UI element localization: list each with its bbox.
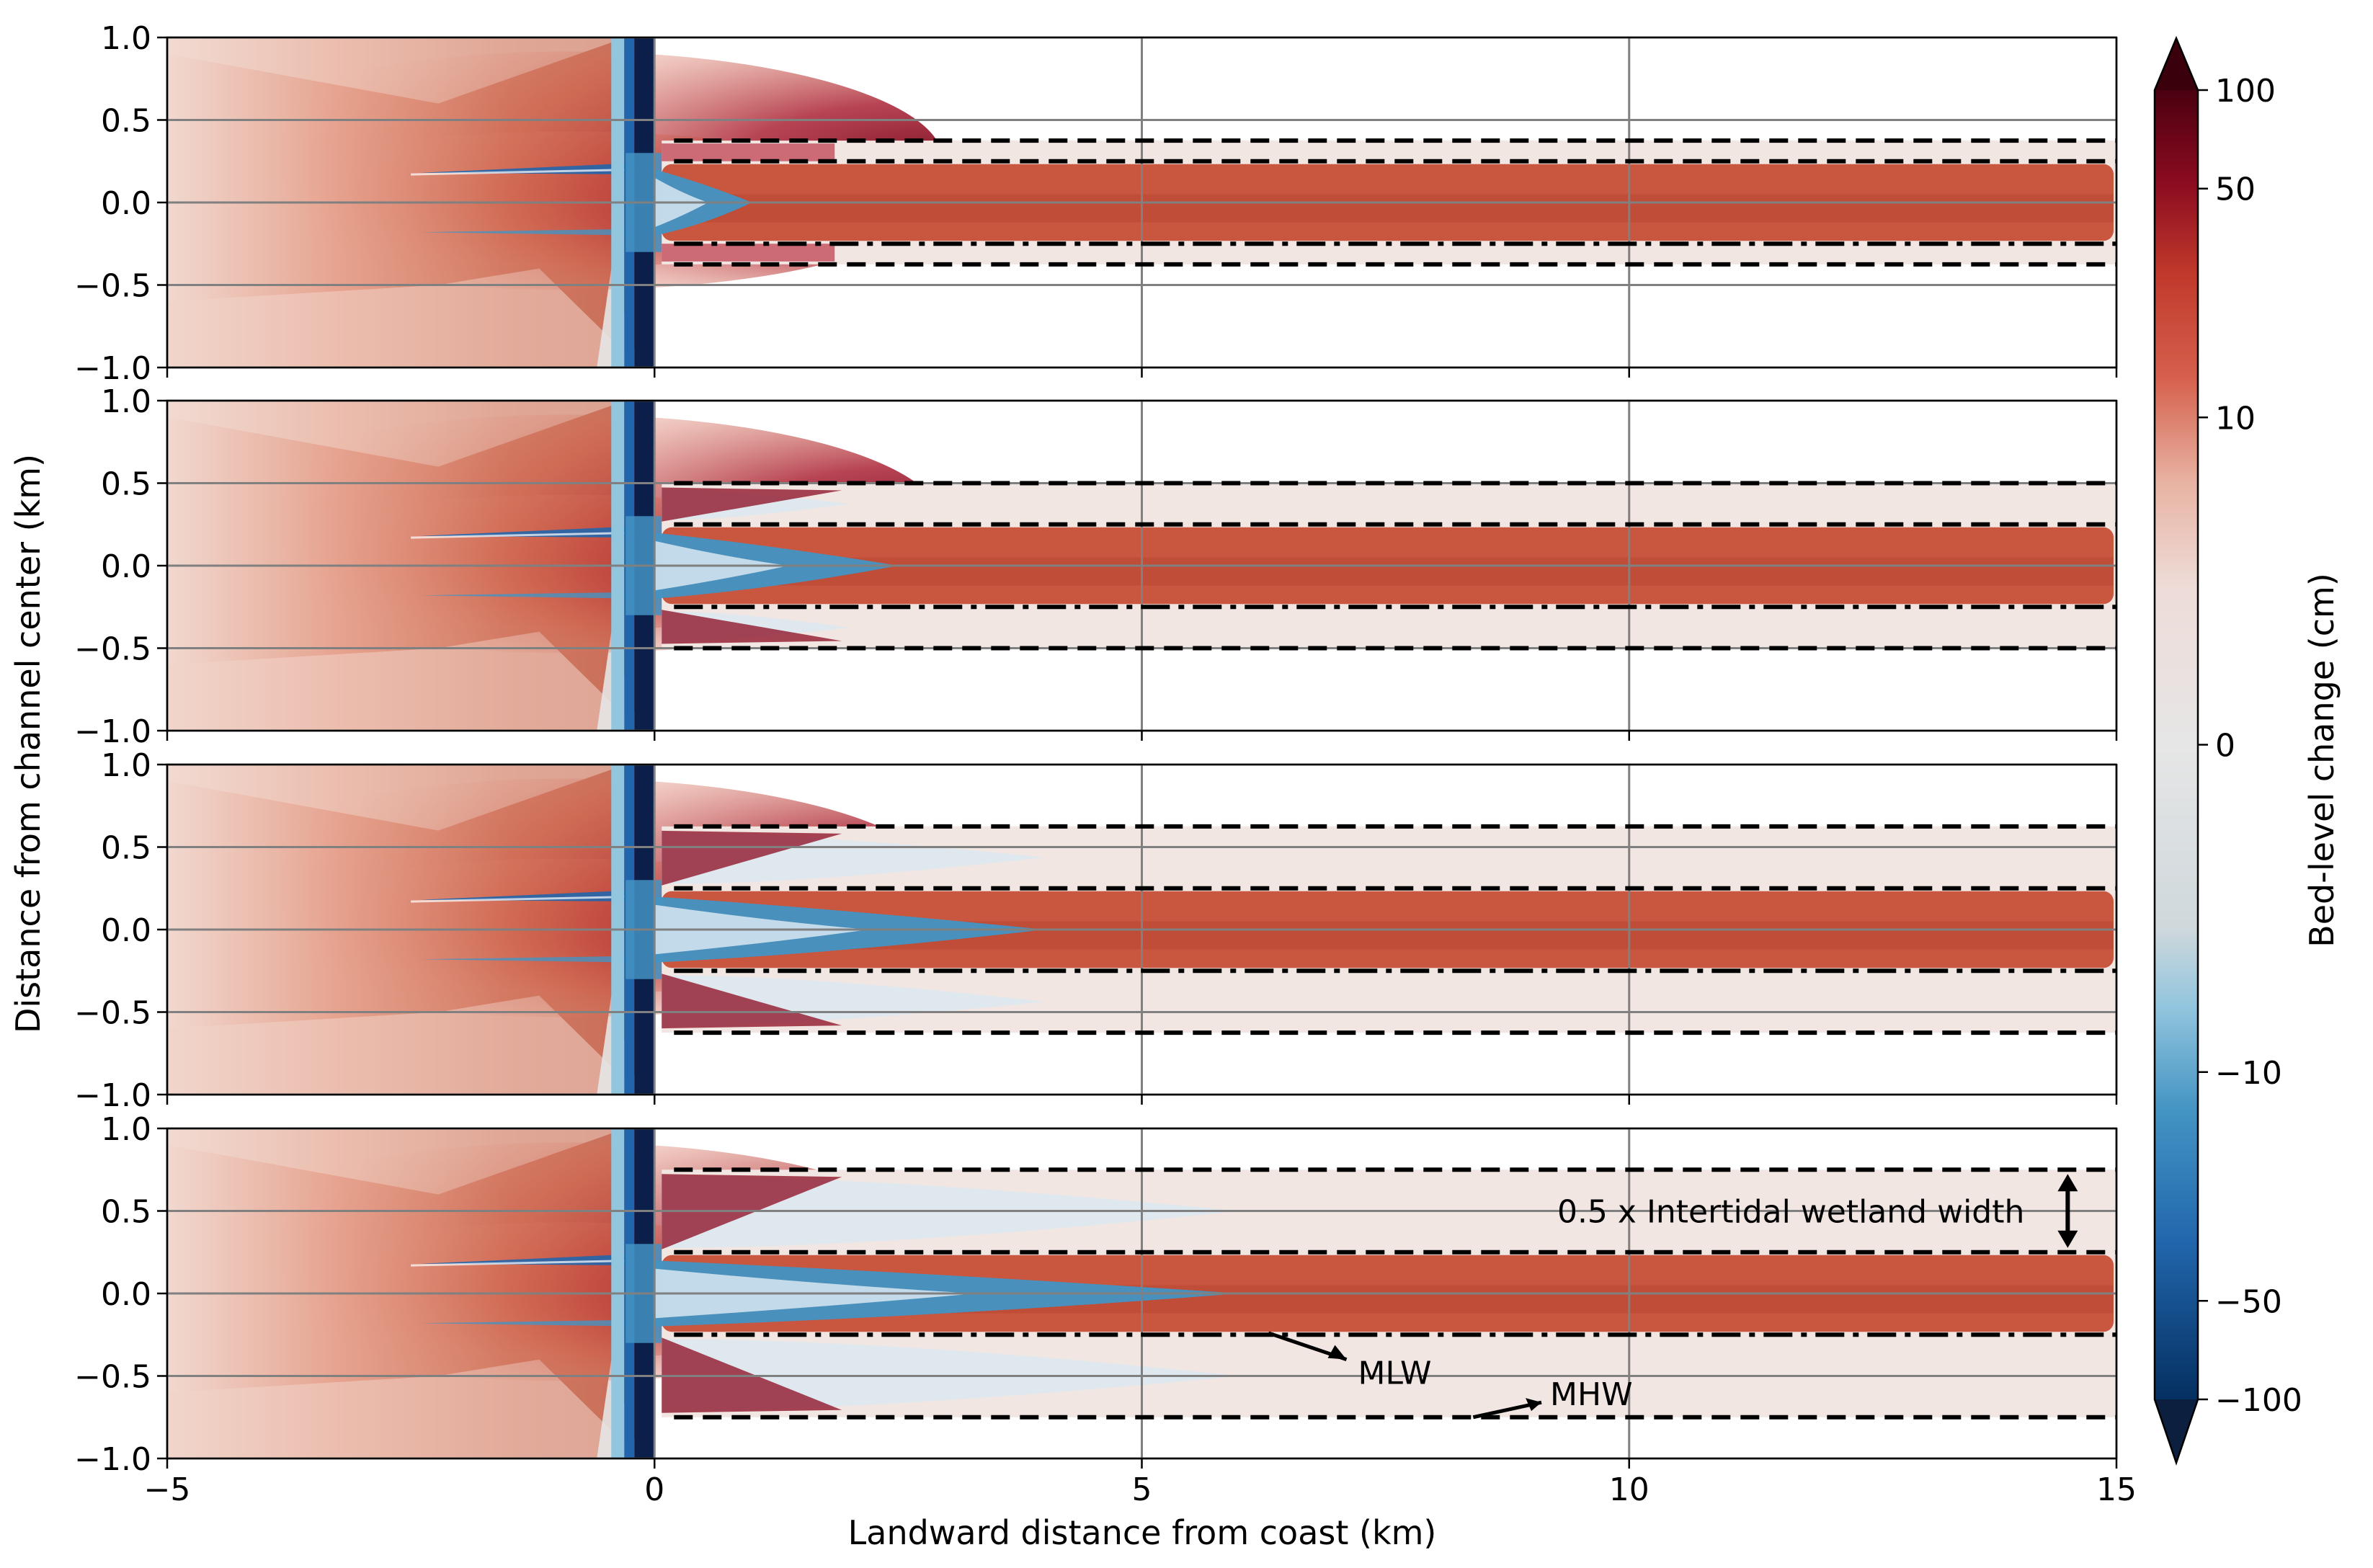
y-tick-label: −1.0	[74, 1441, 151, 1478]
lower-fringe	[662, 244, 835, 262]
mlw-arrow-head	[1327, 1345, 1347, 1360]
y-tick-label: −1.0	[74, 713, 151, 750]
panel-4: 1.0 0.5 0.0 −0.5 −1.0−5 0 5 10 15 0.5 x Intertida…	[74, 1111, 2137, 1508]
y-tick-label: 0.0	[101, 1276, 151, 1313]
y-tick-label: −0.5	[74, 995, 151, 1032]
y-tick-label: −0.5	[74, 631, 151, 668]
x-axis-label: Landward distance from coast (km)	[848, 1513, 1437, 1552]
colorbar-label: Bed-level change (cm)	[2302, 573, 2341, 948]
y-tick-label: 0.5	[101, 1194, 151, 1231]
y-tick-label: 1.0	[101, 1111, 151, 1148]
colorbar-tick-label: 10	[2215, 400, 2256, 437]
wetland-arrow-head-bottom	[2057, 1230, 2078, 1248]
lower-lobe-deposit	[662, 974, 842, 1029]
panel-2: 1.0 0.5 0.0 −0.5 −1.0	[74, 383, 2118, 750]
y-tick-label: 0.5	[101, 103, 151, 140]
erosion-streak-bottom	[420, 592, 641, 599]
sea-wedge-bottom	[167, 631, 641, 731]
y-tick-label: −1.0	[74, 1077, 151, 1114]
sea-wedge-bottom	[167, 995, 641, 1095]
colorbar-tick-label: −50	[2215, 1283, 2282, 1320]
mhw-annotation: MHW	[1550, 1376, 1633, 1413]
mlw-annotation: MLW	[1358, 1355, 1432, 1392]
x-tick-label: 5	[1132, 1471, 1152, 1508]
y-tick-label: −1.0	[74, 350, 151, 387]
sea-wedge-bottom	[167, 268, 641, 368]
x-tick-label: 10	[1609, 1471, 1649, 1508]
colorbar-tick-label: 100	[2215, 73, 2276, 110]
colorbar-extend-bottom	[2155, 1399, 2198, 1463]
x-tick-label: −5	[144, 1471, 191, 1508]
y-tick-label: −0.5	[74, 268, 151, 305]
y-tick-label: 0.0	[101, 912, 151, 949]
lower-lobe-deposit	[662, 610, 842, 644]
upper-lobe-deposit	[662, 487, 842, 522]
x-tick-label: 15	[2096, 1471, 2137, 1508]
upper-lobe-deposit	[662, 830, 842, 886]
y-axis-label: Distance from channel center (km)	[9, 454, 48, 1033]
y-tick-label: −0.5	[74, 1359, 151, 1396]
channel-core	[662, 557, 2114, 586]
colorbar-gradient	[2155, 90, 2198, 1399]
colorbar-tick-label: 0	[2215, 728, 2235, 765]
x-tick-label: 0	[644, 1471, 664, 1508]
colorbar-extend-top	[2155, 38, 2198, 90]
y-tick-label: 0.5	[101, 830, 151, 867]
colorbar-tick-label: 50	[2215, 172, 2256, 208]
channel-core	[662, 194, 2114, 223]
sea-wedge-bottom	[167, 1359, 641, 1458]
panel-3: 1.0 0.5 0.0 −0.5 −1.0	[74, 747, 2118, 1114]
erosion-streak-bottom	[420, 956, 641, 963]
y-tick-label: 0.5	[101, 466, 151, 503]
mhw-arrow-head	[1526, 1398, 1542, 1412]
wetland-arrow-head-top	[2057, 1174, 2078, 1192]
y-tick-label: 1.0	[101, 20, 151, 57]
upper-fringe	[662, 143, 835, 161]
y-tick-label: 0.0	[101, 185, 151, 222]
y-tick-label: 1.0	[101, 747, 151, 784]
erosion-streak-bottom	[420, 228, 641, 236]
y-tick-label: 1.0	[101, 383, 151, 420]
colorbar-tick-label: −10	[2215, 1055, 2282, 1092]
heatmap-panels: 1.00.50.0−0.5−1.01.00.50.0−0.5−1.01.00.5…	[74, 20, 2137, 1508]
y-tick-label: 0.0	[101, 548, 151, 585]
colorbar-tick-label: −100	[2215, 1382, 2302, 1419]
erosion-streak-bottom	[420, 1319, 641, 1327]
wetland-width-annotation: 0.5 x Intertidal wetland width	[1557, 1194, 2024, 1231]
panel-1: 1.0 0.5 0.0 −0.5 −1.0	[74, 20, 2118, 387]
